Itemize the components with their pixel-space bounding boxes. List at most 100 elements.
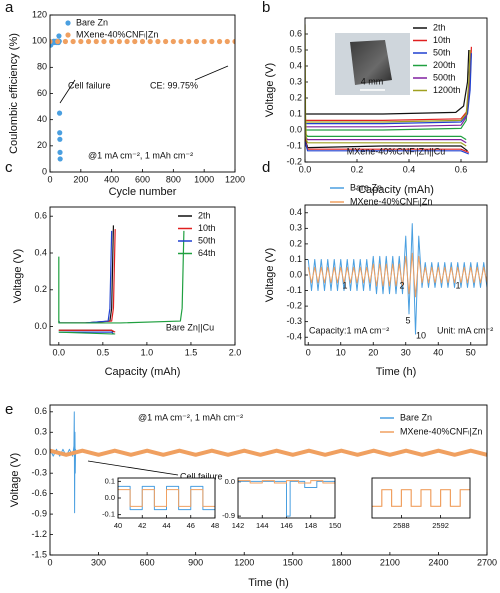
data-line	[305, 53, 472, 155]
arrow	[194, 65, 229, 81]
data-line	[307, 252, 487, 298]
x-tick-label: 1200	[225, 174, 245, 184]
data-point	[70, 38, 76, 45]
y-tick-label: 0.3	[289, 223, 302, 233]
y-tick-label: -0.9	[222, 511, 235, 520]
legend-label: 10th	[198, 223, 216, 233]
legend-label: MXene-40%CNFₗ|Zn	[400, 426, 482, 436]
data-point	[56, 33, 62, 39]
x-axis-label: Time (h)	[376, 366, 417, 378]
x-tick-label: 50	[466, 347, 476, 357]
data-point	[101, 38, 107, 45]
x-tick-label: 1.0	[141, 347, 154, 357]
data-line	[50, 411, 77, 514]
x-tick-label: 40	[433, 347, 443, 357]
annotation: 4 mm	[361, 76, 384, 86]
data-point	[50, 38, 53, 45]
data-point	[170, 38, 176, 45]
plot-area	[238, 480, 335, 517]
x-tick-label: 800	[166, 174, 181, 184]
x-tick-label: 200	[73, 174, 88, 184]
y-tick-label: -0.1	[286, 285, 302, 295]
photo-foil	[350, 40, 392, 85]
y-tick-label: 80	[37, 62, 47, 72]
data-point	[124, 38, 130, 45]
annotation: 1	[342, 280, 347, 290]
y-tick-label: 0.4	[34, 247, 47, 257]
data-point	[57, 149, 63, 155]
y-tick-label: 0.0	[225, 477, 235, 486]
x-tick-label: 1200	[234, 557, 254, 567]
data-point	[57, 130, 63, 136]
plot-frame	[49, 14, 236, 173]
legend-label: 10th	[433, 35, 451, 45]
x-tick-label: 0.2	[351, 164, 364, 174]
y-tick-label: -0.1	[286, 140, 302, 150]
legend-label: 50th	[433, 47, 451, 57]
x-tick-label: 30	[401, 347, 411, 357]
y-tick-label: 0	[42, 166, 47, 176]
plot-frame	[117, 477, 216, 519]
x-tick-label: 0.5	[97, 347, 110, 357]
y-tick-label: 0.1	[289, 254, 302, 264]
y-tick-label: 0.4	[289, 60, 302, 70]
plot-frame	[371, 477, 471, 519]
data-point	[132, 38, 138, 45]
panel-label: c	[5, 159, 13, 176]
legend-label: 64th	[198, 248, 216, 258]
y-axis-label: Coulombic efficiency (%)	[8, 33, 20, 154]
x-axis-label: Capacity (mAh)	[358, 184, 434, 196]
plot-area	[50, 33, 235, 162]
data-point	[186, 38, 192, 45]
y-tick-label: 0.3	[289, 76, 302, 86]
y-axis-label: Voltage (V)	[12, 249, 24, 303]
annotation: @1 mA cm⁻², 1 mAh cm⁻²	[88, 150, 193, 160]
legend-label: 50th	[198, 235, 216, 245]
annotation: Capacity:1 mA cm⁻²	[309, 325, 389, 335]
legend-label: MXene-40%CNFₗ|Zn	[76, 29, 158, 39]
y-tick-label: 0.2	[289, 92, 302, 102]
panel: 0.0 0.5 1.0 1.5 2.0 0.0 0.2 0.4 0.6 c Capacity (mA…	[5, 159, 241, 378]
plot-area	[307, 223, 487, 335]
data-point	[62, 38, 69, 45]
y-tick-label: 0.6	[34, 211, 47, 221]
x-tick-label: 0.4	[403, 164, 416, 174]
annotation: 5	[405, 315, 410, 325]
panel-label: a	[5, 0, 14, 16]
x-tick-label: 300	[91, 557, 106, 567]
y-tick-label: 0.2	[289, 238, 302, 248]
annotation: Cell failure	[180, 471, 223, 481]
legend-label: 200th	[433, 60, 456, 70]
data-point	[78, 38, 84, 45]
annotation: @1 mA cm⁻², 1 mAh cm⁻²	[138, 412, 243, 422]
y-tick-label: 120	[32, 9, 47, 19]
x-tick-label: 20	[368, 347, 378, 357]
legend-marker	[65, 20, 71, 26]
x-tick-label: 0	[47, 174, 52, 184]
legend-label: Bare Zn	[350, 182, 382, 192]
x-tick-label: 0.0	[53, 347, 66, 357]
x-tick-label: 144	[256, 521, 269, 530]
x-tick-label: 146	[280, 521, 293, 530]
data-line	[58, 225, 115, 333]
plot-frame	[49, 404, 488, 556]
panel: 40 42 44 46 48 -0.1 0.0 0.1	[102, 476, 219, 530]
x-tick-label: 0.0	[299, 164, 312, 174]
y-tick-label: 100	[32, 36, 47, 46]
y-axis-label: Voltage (V)	[264, 248, 276, 302]
y-tick-label: 0.0	[34, 321, 47, 331]
y-tick-label: -0.2	[286, 300, 302, 310]
x-tick-label: 2100	[380, 557, 400, 567]
x-tick-label: 2400	[428, 557, 448, 567]
legend-label: MXene-40%CNFₗ|Zn	[350, 196, 432, 206]
data-line	[118, 489, 215, 507]
y-tick-label: 0.6	[289, 28, 302, 38]
panel: 0 200 400 600 800 1000 1200 0 20 40 60 80 100 120 a Cyc…	[5, 0, 245, 198]
legend-label: 1200th	[433, 85, 461, 95]
data-point	[85, 38, 92, 45]
data-point	[155, 38, 161, 45]
x-tick-label: 10	[336, 347, 346, 357]
y-tick-label: 0.0	[34, 447, 47, 457]
plot-area	[58, 225, 185, 335]
